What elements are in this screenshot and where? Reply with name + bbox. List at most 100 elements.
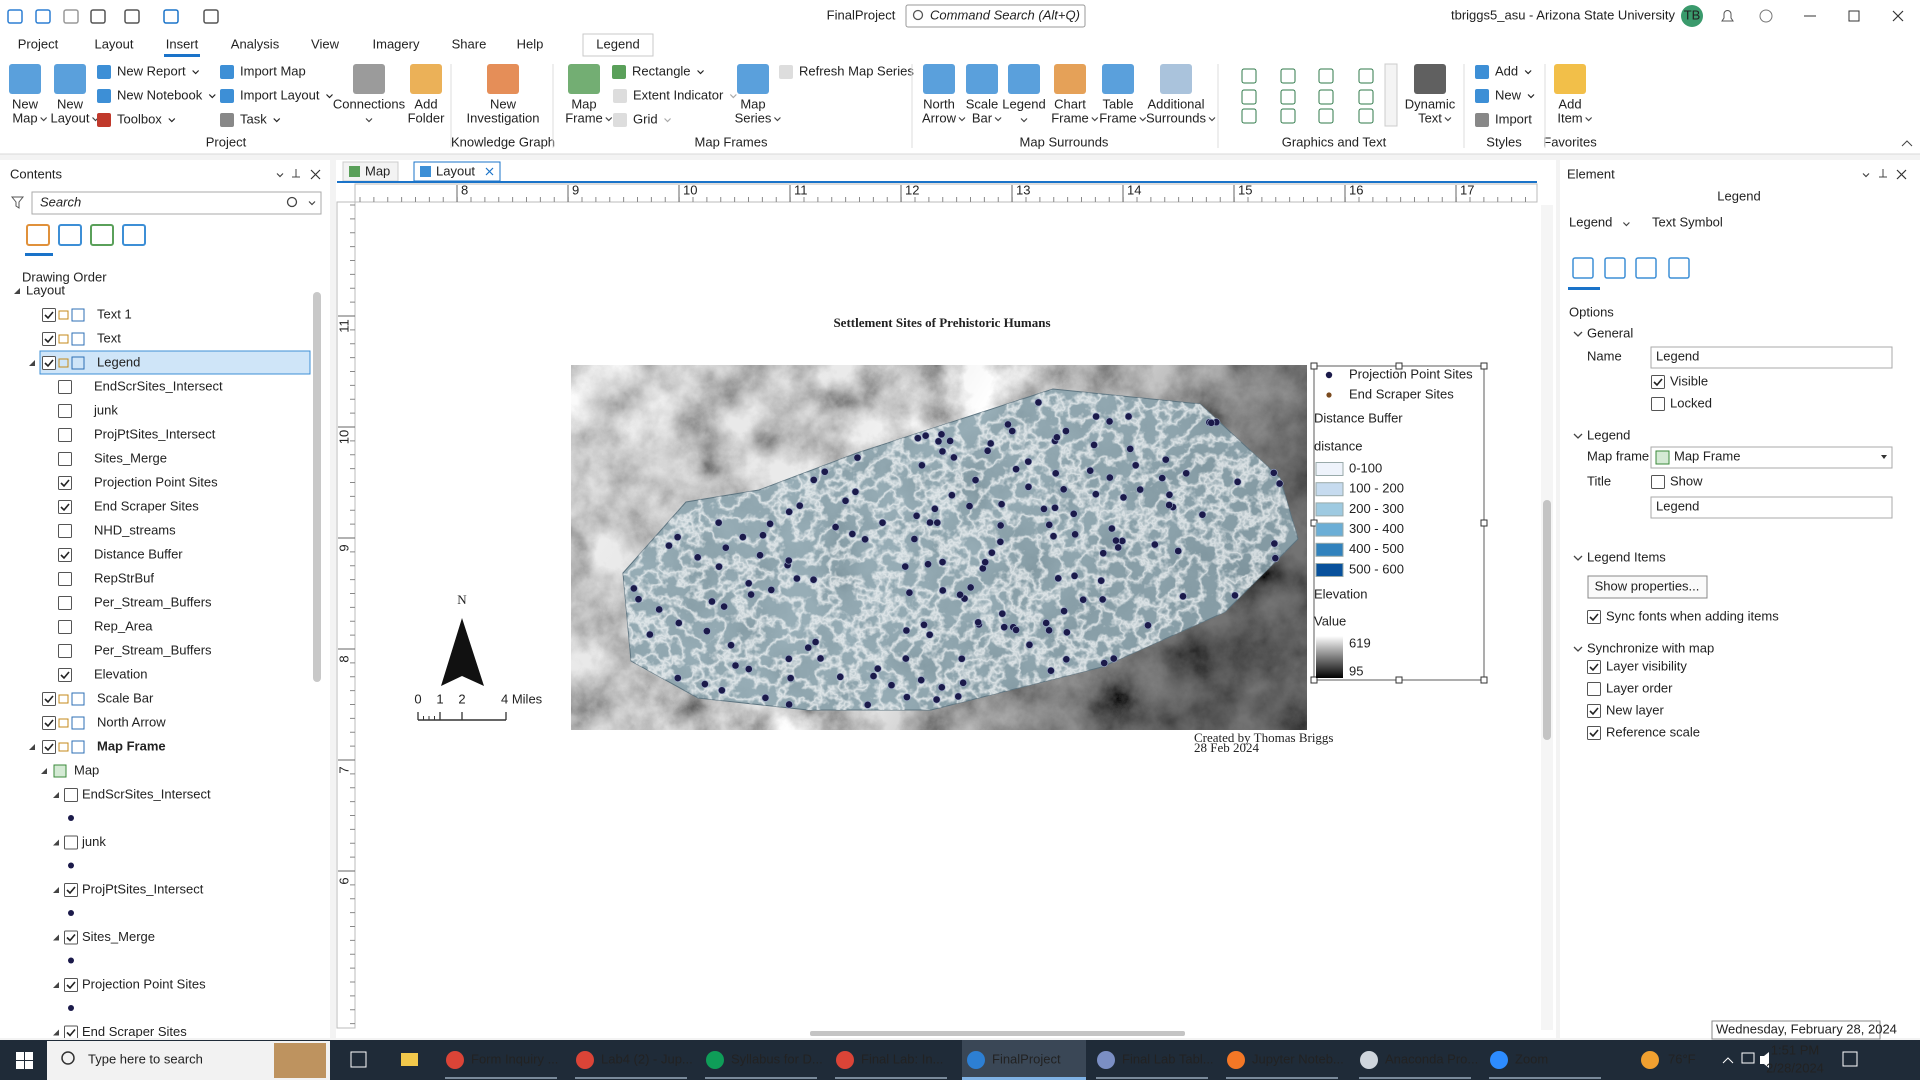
ribbon-small-button[interactable]: Import Layout <box>240 87 320 102</box>
layer-name[interactable]: Sites_Merge <box>82 929 155 944</box>
element-tab-icon[interactable] <box>1668 257 1690 279</box>
app-icon[interactable] <box>967 1051 985 1069</box>
expand-arrow[interactable] <box>53 887 59 893</box>
visibility-checkbox[interactable] <box>58 668 72 682</box>
collapse-ribbon[interactable] <box>1901 140 1913 147</box>
expand-arrow[interactable] <box>53 934 59 941</box>
ribbon-button-label[interactable]: Frame <box>1051 110 1089 125</box>
checkbox[interactable] <box>1587 682 1601 696</box>
ribbon-small-icon[interactable] <box>97 65 111 79</box>
layer-name[interactable]: junk <box>81 834 106 849</box>
layer-name[interactable]: Layout <box>26 282 65 297</box>
layer-name[interactable]: Per_Stream_Buffers <box>94 594 212 609</box>
close-pane[interactable] <box>310 169 321 180</box>
avatar[interactable] <box>1681 5 1703 27</box>
ribbon-button-icon[interactable] <box>1160 64 1192 94</box>
layer-name[interactable]: Map <box>74 762 99 777</box>
graphic-gallery-item[interactable] <box>1280 108 1296 124</box>
title-input[interactable] <box>1650 496 1893 519</box>
ribbon-button-label[interactable]: Connections <box>333 96 406 111</box>
element-tab[interactable]: Text Symbol <box>1652 214 1723 229</box>
pin-icon[interactable] <box>292 169 300 178</box>
ribbon-button-label[interactable]: North <box>923 96 955 111</box>
ribbon-button-icon[interactable] <box>923 64 955 94</box>
layer-name[interactable]: Map Frame <box>97 738 166 753</box>
ribbon-small-button[interactable]: Import Map <box>240 63 306 78</box>
visibility-checkbox[interactable] <box>64 930 78 945</box>
ribbon-button-label[interactable]: Surrounds <box>1146 110 1206 125</box>
taskbar-app[interactable]: Jupyter Noteb... <box>1252 1051 1344 1066</box>
lock-icon[interactable] <box>58 310 69 320</box>
graphic-gallery-item[interactable] <box>1358 89 1374 105</box>
ribbon-button-label[interactable]: Text <box>1418 110 1442 125</box>
quick-access-icon[interactable] <box>35 9 51 24</box>
ribbon-button-label[interactable]: Additional <box>1147 96 1204 111</box>
layer-name[interactable]: Text 1 <box>97 306 132 321</box>
taskbar-app[interactable]: Syllabus for D... <box>731 1051 823 1066</box>
layer-name[interactable]: End Scraper Sites <box>94 498 199 513</box>
section-collapse[interactable] <box>1573 555 1583 561</box>
ribbon-small-button[interactable]: New Report <box>117 63 186 78</box>
ribbon-button-icon[interactable] <box>1054 64 1086 94</box>
ribbon-button-label[interactable]: New <box>12 96 39 111</box>
taskbar-app[interactable]: FinalProject <box>992 1051 1061 1066</box>
ribbon-button-icon[interactable] <box>1102 64 1134 94</box>
visibility-checkbox[interactable] <box>58 596 72 610</box>
visibility-checkbox[interactable] <box>64 835 78 850</box>
visibility-checkbox[interactable] <box>42 356 56 370</box>
expand-arrow[interactable] <box>53 792 59 798</box>
selection-handle[interactable] <box>1395 362 1403 370</box>
ribbon-button-label[interactable]: Folder <box>408 110 446 125</box>
graphic-gallery-item[interactable] <box>1241 108 1257 124</box>
ribbon-button-label[interactable]: Map <box>740 96 765 111</box>
ribbon-button-icon[interactable] <box>568 64 600 94</box>
visibility-checkbox[interactable] <box>58 476 72 490</box>
visibility-checkbox[interactable] <box>58 500 72 514</box>
layer-name[interactable]: RepStrBuf <box>94 570 154 585</box>
taskbar-app[interactable]: Anaconda Pro... <box>1385 1051 1478 1066</box>
ribbon-button-label[interactable]: New <box>57 96 84 111</box>
taskbar-app[interactable]: Zoom <box>1515 1051 1548 1066</box>
layer-name[interactable]: NHD_streams <box>94 522 176 537</box>
visibility-checkbox[interactable] <box>58 452 72 466</box>
layer-name[interactable]: EndScrSites_Intersect <box>82 786 211 801</box>
ribbon-button-label[interactable]: Map <box>12 110 37 125</box>
notification-center[interactable] <box>1842 1051 1858 1067</box>
ribbon-small-icon[interactable] <box>779 65 793 79</box>
ribbon-button-label[interactable]: Frame <box>1099 110 1137 125</box>
quick-access-icon[interactable] <box>90 9 106 24</box>
ribbon-small-button[interactable]: Toolbox <box>117 111 162 126</box>
contents-search[interactable] <box>31 191 322 215</box>
layer-name[interactable]: ProjPtSites_Intersect <box>94 426 216 441</box>
ribbon-button-icon[interactable] <box>1554 64 1586 94</box>
app-icon[interactable] <box>446 1051 464 1069</box>
help-icon[interactable] <box>1759 9 1773 23</box>
layer-name[interactable]: Legend <box>97 354 140 369</box>
visibility-checkbox[interactable] <box>42 692 56 706</box>
taskbar-app[interactable]: Lab4 (2) - Jup... <box>601 1051 693 1066</box>
notifications-icon[interactable] <box>1721 10 1734 22</box>
ribbon-small-icon[interactable] <box>1475 89 1489 103</box>
ribbon-small-button[interactable]: New <box>1495 87 1522 102</box>
north-arrow[interactable] <box>441 618 484 686</box>
visibility-checkbox[interactable] <box>58 620 72 634</box>
expand-arrow[interactable] <box>53 1029 59 1036</box>
graphic-gallery-item[interactable] <box>1318 68 1334 84</box>
ribbon-button-label[interactable]: Table <box>1102 96 1133 111</box>
graphic-gallery-item[interactable] <box>1241 89 1257 105</box>
visibility-checkbox[interactable] <box>42 740 56 754</box>
visibility-checkbox[interactable] <box>64 1025 78 1039</box>
expand-arrow[interactable] <box>29 360 35 366</box>
layer-name[interactable]: Text <box>97 330 121 345</box>
button-label[interactable]: Show properties... <box>1595 578 1700 593</box>
layer-name[interactable]: Per_Stream_Buffers <box>94 642 212 657</box>
checkbox[interactable] <box>1587 660 1601 674</box>
close-window-button[interactable] <box>1892 10 1904 22</box>
ribbon-button-label[interactable]: Map <box>571 96 596 111</box>
checkbox[interactable] <box>1587 726 1601 740</box>
filter-icon[interactable] <box>10 196 25 209</box>
taskbar-app[interactable]: Final Lab Tabl... <box>1122 1051 1214 1066</box>
element-tab-icon[interactable] <box>1604 257 1626 279</box>
ribbon-tab[interactable]: Layout <box>94 36 133 51</box>
gallery-scroll[interactable] <box>1384 63 1398 127</box>
